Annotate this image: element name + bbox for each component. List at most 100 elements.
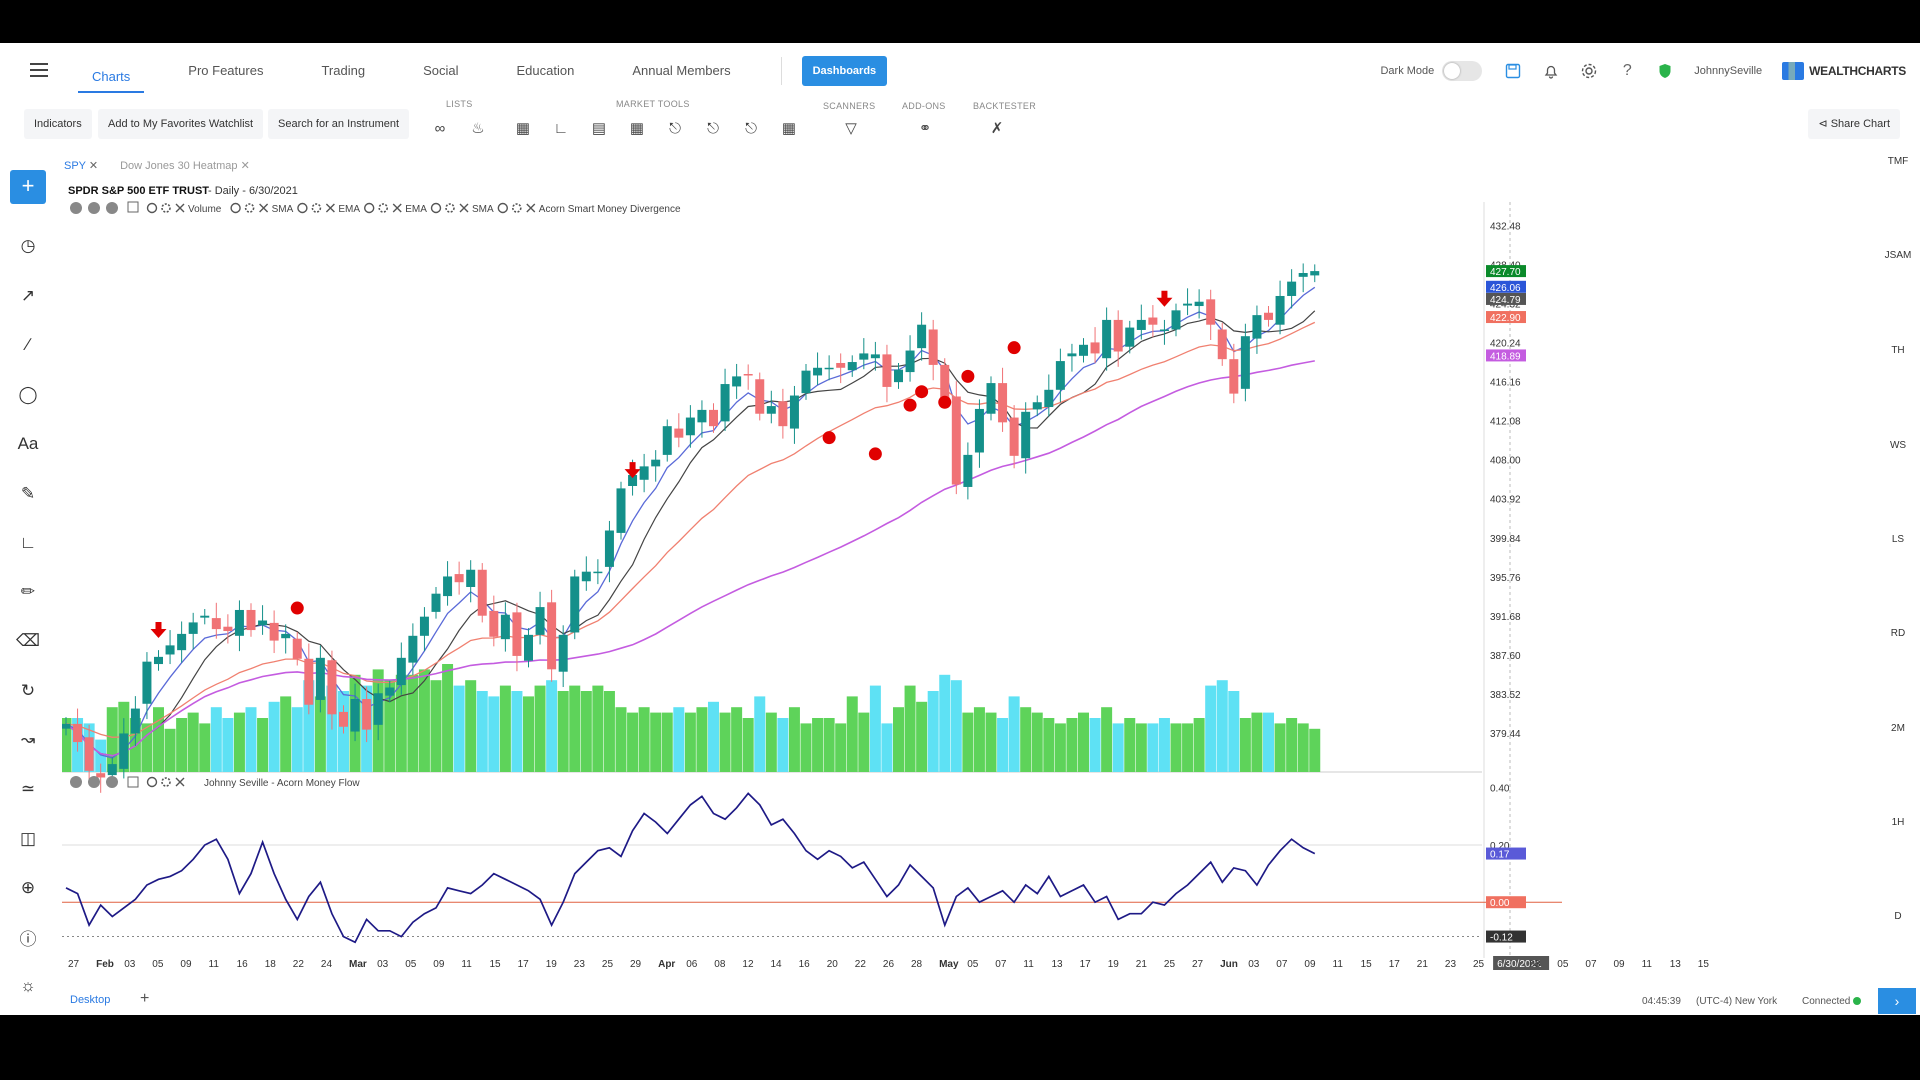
tab-trading[interactable]: Trading [321,63,366,78]
clock-icon[interactable]: ◷ [20,236,36,255]
globe-icon[interactable]: ☼ [20,976,36,995]
filter-icon[interactable]: ▽ [845,120,857,137]
volume-bar [407,674,419,772]
grid-icon[interactable]: ▦ [781,120,797,137]
line-icon[interactable]: ∕ [26,335,30,354]
x-tick-label: 11 [461,959,472,970]
bell-icon[interactable] [1542,62,1560,80]
text-icon[interactable]: Aa [17,434,39,453]
shapes-icon[interactable]: ◯ [18,385,38,404]
x-tick-label: 29 [630,959,642,970]
candle-body [431,593,441,612]
candle-body [512,612,522,656]
volume-bar [176,718,188,772]
indicators-button[interactable]: Indicators [24,109,92,139]
panel-tmf[interactable]: TMF [1887,156,1909,167]
x-tick-label: 21 [1417,959,1429,970]
volume-bar [661,712,673,772]
info-icon[interactable]: ⓘ [19,929,37,949]
volume-bar [800,723,812,772]
tab-education[interactable]: Education [516,63,575,78]
volume-bar [187,712,199,772]
measure-icon[interactable]: ∟ [19,533,37,552]
price-tick-label: 395.76 [1490,573,1521,584]
tab-charts[interactable]: Charts [78,49,145,93]
panel-ws[interactable]: WS [1889,440,1907,451]
panel-1h[interactable]: 1H [1891,817,1905,828]
add-tab-icon[interactable]: + [140,990,150,1007]
tab-social[interactable]: Social [423,63,459,78]
save-icon[interactable] [1504,62,1522,80]
calendar-icon[interactable]: ▤ [591,120,607,137]
calculator-icon[interactable]: ▦ [629,120,645,137]
chart-tab-heatmap[interactable]: Dow Jones 30 Heatmap ✕ [120,159,250,172]
trash-icon[interactable]: ⌫ [15,631,41,650]
volume-bar [523,696,534,772]
candle-body [651,459,661,467]
volume-bar [893,707,904,772]
volume-bar [788,707,800,772]
alarm-icon[interactable]: ⎋ [707,119,719,137]
volume-bar [442,664,454,772]
flame-icon[interactable]: ♨ [471,120,485,137]
crosshair-icon[interactable]: ⊕ [20,878,36,897]
help-icon[interactable]: ? [1622,62,1632,79]
desktop-tab[interactable]: Desktop [70,994,111,1006]
close-icon[interactable]: ✕ [88,159,99,172]
candle-body [558,634,568,672]
pencil-icon[interactable]: ✎ [20,484,36,503]
panel-th[interactable]: TH [1891,345,1905,356]
newspaper-icon[interactable]: ▦ [515,120,531,137]
chart-icon[interactable]: ∟ [553,119,569,137]
panel-jsam[interactable]: JSAM [1884,250,1912,261]
nodes-icon[interactable]: ≃ [20,779,36,798]
lower-pane-title: Johnny Seville - Acorn Money Flow [204,778,360,789]
volume-bar [973,707,985,772]
alert-bell-icon[interactable]: ⎋ [669,119,681,137]
tab-pro-features[interactable]: Pro Features [188,63,264,78]
refresh-icon[interactable]: ↻ [20,681,36,700]
share-chart-button[interactable]: ⊲ Share Chart [1808,109,1900,139]
trend-icon[interactable]: ↗ [20,286,36,305]
expand-arrow-button[interactable]: › [1878,988,1916,1014]
tab-annual-members[interactable]: Annual Members [632,63,731,78]
volume-bar [395,674,407,772]
indicator-chart-icon[interactable]: ↝ [20,730,36,749]
candle-body [894,369,903,383]
price-tag [1486,280,1526,293]
notification-icon[interactable]: ⎋ [745,119,757,137]
favorites-button[interactable]: Add to My Favorites Watchlist [98,109,264,139]
panel-rd[interactable]: RD [1890,628,1906,639]
shield-icon[interactable] [1656,62,1674,80]
panel-ls[interactable]: LS [1891,534,1905,545]
volume-bar [1263,712,1274,772]
gear-icon[interactable] [1580,62,1598,80]
candle-body [974,408,984,453]
volume-bar [465,680,477,772]
x-tick-label: 22 [855,959,867,970]
panel-2m[interactable]: 2M [1891,723,1905,734]
link-icon[interactable]: ⚭ [918,120,932,137]
candle-body [73,723,83,743]
chart-area[interactable]: 432.48428.40424.32420.24416.16412.08408.… [60,180,1870,977]
backtester-icon[interactable]: ✗ [990,120,1004,137]
close-icon[interactable]: ✕ [240,159,250,172]
search-instrument-button[interactable]: Search for an Instrument [268,109,410,139]
signal-arrow-icon [624,462,641,479]
volume-bar [1066,718,1078,772]
timezone: (UTC-4) New York [1696,996,1778,1007]
price-tick-label: 391.68 [1490,612,1521,623]
username[interactable]: JohnnySeville [1694,65,1763,77]
panel-d[interactable]: D [1894,911,1902,922]
price-chart[interactable]: 432.48428.40424.32420.24416.16412.08408.… [60,180,1870,977]
glasses-icon[interactable]: ∞ [434,119,446,137]
ruler-icon[interactable]: ✏ [20,582,36,601]
chart-tab-spy[interactable]: SPY ✕ [64,159,98,172]
dashboards-button[interactable]: Dashboards [801,56,888,86]
menu-icon[interactable] [30,63,48,77]
add-drawing-button[interactable]: + [10,170,46,204]
price-tick-label: 416.16 [1490,378,1521,389]
layers-icon[interactable]: ◫ [19,829,37,848]
chart-interval: - Daily - 6/30/2021 [208,185,298,197]
dark-mode-toggle[interactable] [1442,61,1483,81]
